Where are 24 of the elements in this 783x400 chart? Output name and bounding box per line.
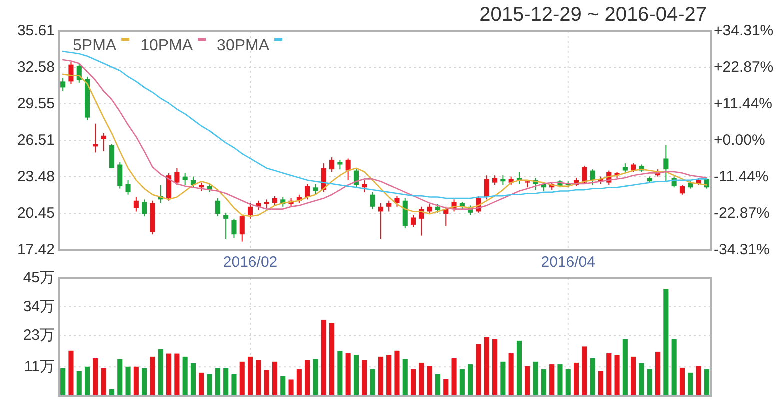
y2-tick-label: +34.31% <box>714 22 774 40</box>
y-tick-label: 11万 <box>24 358 55 376</box>
y-tick-label: 29.55 <box>17 95 55 112</box>
y-tick-label: 34万 <box>23 298 55 316</box>
legend-label: 10PMA <box>140 38 194 54</box>
y-tick-label: 17.42 <box>17 242 55 258</box>
y-tick-label: 32.58 <box>17 58 55 76</box>
x-tick-label: 2016/02 <box>223 254 278 271</box>
chart-subtitle: 2015-12-29 ~ 2016-04-27 <box>480 4 707 26</box>
y2-tick-label: -22.87% <box>714 204 770 222</box>
y-tick-label: 23.48 <box>17 168 55 186</box>
y2-tick-label: -34.31% <box>714 242 770 258</box>
y-tick-label: 26.51 <box>17 132 55 150</box>
y2-tick-label: +11.44% <box>714 95 773 112</box>
y2-tick-label: +22.87% <box>714 59 774 76</box>
x-tick-label: 2016/04 <box>541 254 596 271</box>
y-tick-label: 23万 <box>23 327 55 344</box>
legend-label: 30PMA <box>217 38 270 54</box>
y-tick-label: 20.45 <box>17 205 55 222</box>
legend-label: 5PMA <box>73 38 117 54</box>
y2-tick-label: -11.44% <box>714 168 769 186</box>
y-tick-label: 35.61 <box>17 22 55 40</box>
y2-tick-label: +0.00% <box>714 132 766 149</box>
y-tick-label: 45万 <box>23 270 55 286</box>
